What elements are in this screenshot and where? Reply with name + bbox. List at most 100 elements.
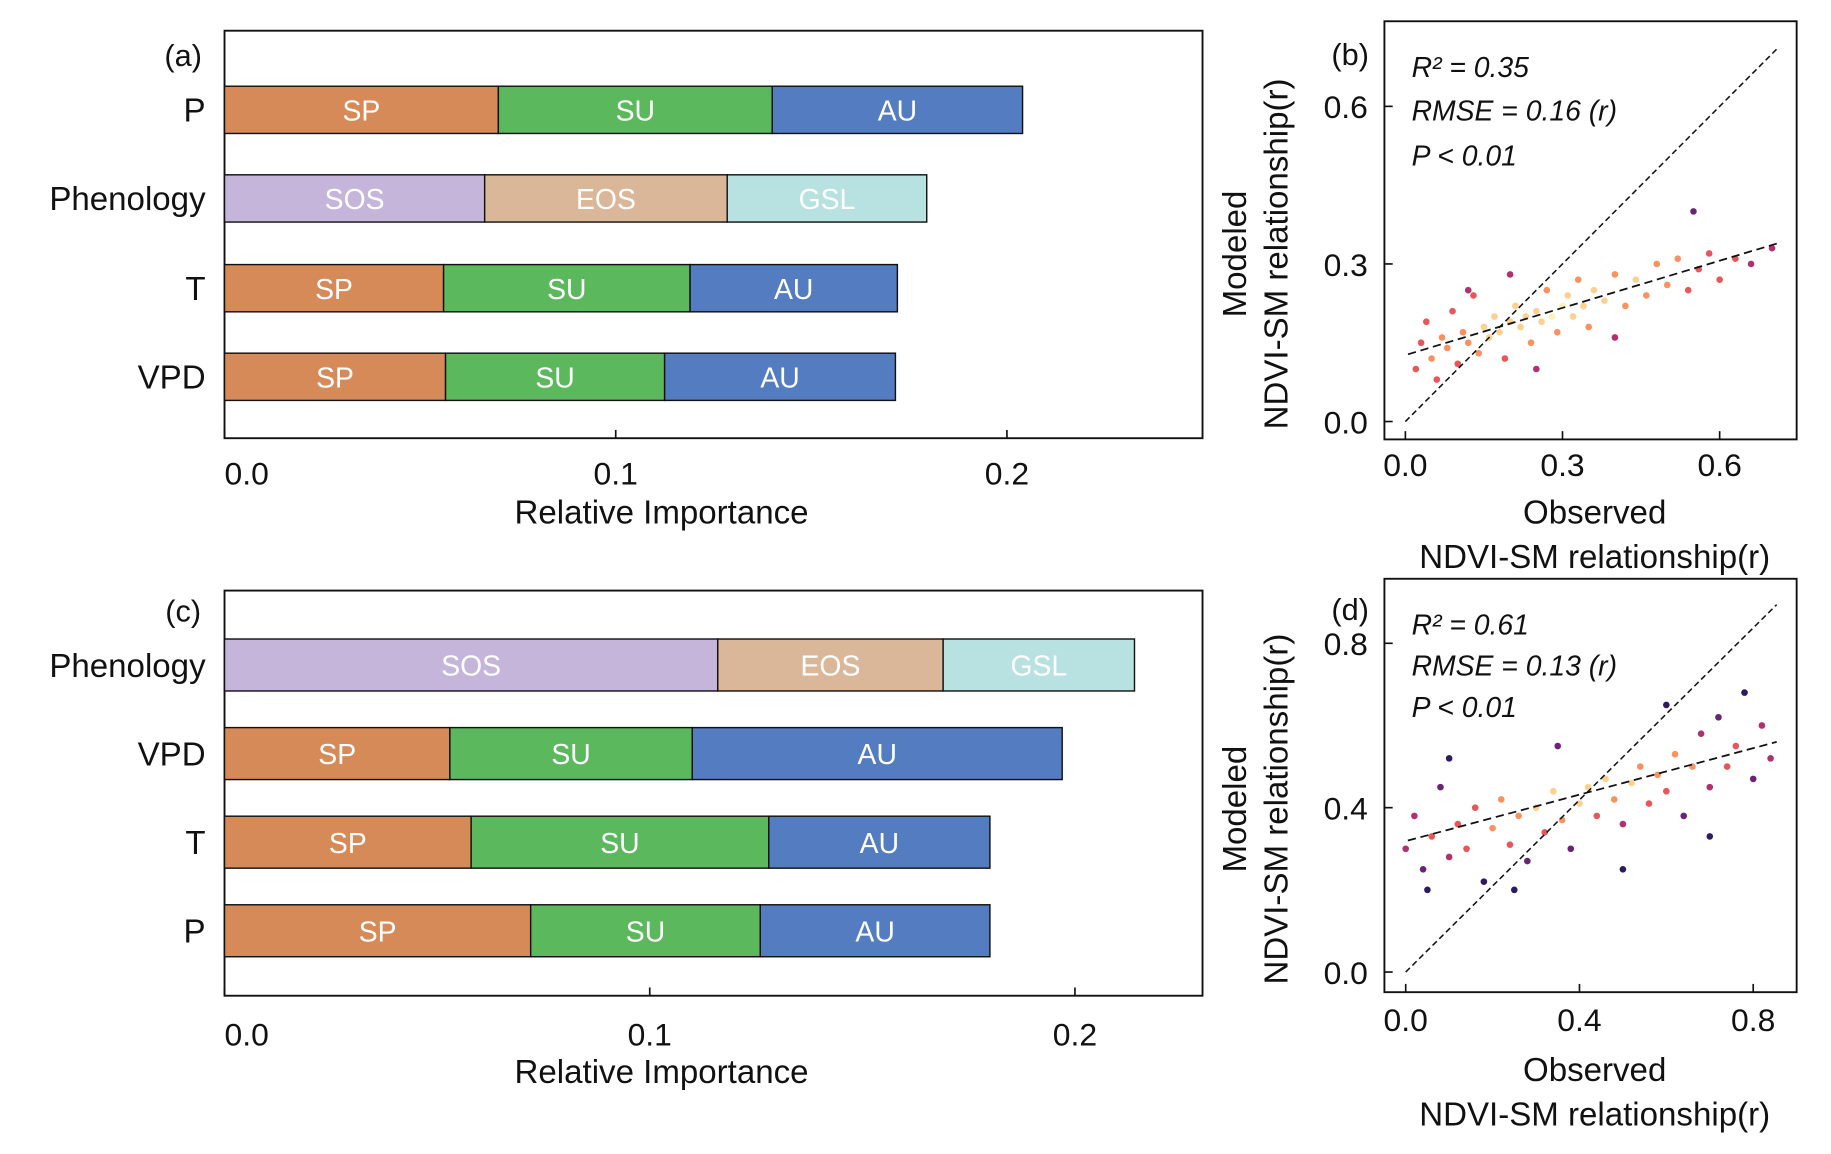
segment-label: SP	[329, 828, 367, 860]
scatter-point	[1424, 886, 1431, 894]
category-label: P	[184, 93, 206, 130]
scatter-point	[1706, 783, 1714, 791]
scatter-point	[1680, 812, 1688, 820]
category-label: T	[185, 271, 205, 308]
scatter-point	[1636, 763, 1644, 770]
scatter-point	[1506, 841, 1514, 848]
scatter-point	[1645, 800, 1653, 807]
x-axis-label: Relative Importance	[515, 494, 809, 531]
x-tick-label: 0.1	[628, 1016, 672, 1052]
scatter-point	[1622, 302, 1629, 310]
scatter-point	[1567, 845, 1575, 853]
scatter-point	[1548, 313, 1556, 320]
panel-label: (c)	[165, 593, 201, 628]
scatter-point	[1428, 355, 1435, 362]
scatter-point	[1402, 845, 1410, 853]
segment-label: SU	[535, 362, 574, 394]
stat-r2: R² = 0.35	[1412, 52, 1530, 84]
scatter-point	[1412, 365, 1420, 373]
scatter-point	[1443, 344, 1451, 352]
category-label: Phenology	[49, 181, 206, 218]
scatter-point	[1590, 286, 1598, 294]
scatter-point	[1449, 307, 1456, 315]
scatter-point	[1411, 812, 1418, 820]
scatter-point	[1533, 307, 1540, 315]
panel-label: (d)	[1331, 592, 1369, 627]
scatter-point	[1674, 255, 1682, 263]
plot-frame	[1383, 20, 1798, 441]
scatter-point	[1541, 829, 1549, 836]
x-tick-label: 0.0	[1384, 1002, 1428, 1038]
scatter-point	[1602, 775, 1609, 783]
panel-b: (b) 0.0 0.3 0.6 0.0 0.3 0.6 Observed NDVI-SM rel…	[1217, 20, 1798, 576]
plot-frame	[1383, 577, 1798, 994]
stat-p: P < 0.01	[1412, 692, 1517, 724]
scatter-point	[1497, 796, 1505, 803]
segment-label: SP	[343, 95, 381, 127]
scatter-point	[1445, 853, 1453, 861]
x-axis-label: NDVI-SM relationship(r)	[1419, 1097, 1770, 1134]
scatter-point	[1419, 866, 1427, 873]
scatter-point	[1489, 824, 1496, 832]
bar-segment-su	[470, 815, 770, 869]
scatter-point	[1433, 376, 1441, 383]
bar-segment-gsl	[942, 638, 1136, 692]
scatter-point	[1697, 730, 1705, 738]
scatter-point	[1569, 313, 1577, 320]
scatter-point	[1580, 302, 1587, 310]
scatter-point	[1480, 323, 1488, 331]
segment-label: SP	[359, 916, 397, 948]
y-axis-label: NDVI-SM relationship(r)	[1259, 634, 1296, 985]
regression-fit-line	[1407, 242, 1780, 356]
y-tick-label: 0.4	[1324, 790, 1368, 826]
segment-label: SP	[316, 362, 354, 394]
scatter-point	[1475, 349, 1483, 357]
scatter-point	[1533, 365, 1540, 373]
scatter-point	[1428, 833, 1436, 840]
scatter-point	[1564, 292, 1572, 299]
bar-segment-sos	[223, 638, 719, 692]
scatter-point	[1749, 775, 1757, 783]
scatter-point	[1705, 250, 1713, 257]
segment-label: AU	[760, 362, 799, 394]
scatter-point	[1454, 360, 1462, 368]
x-tick-label: 0.3	[1540, 447, 1584, 483]
bar-segment-su	[497, 85, 773, 135]
scatter-point	[1610, 796, 1618, 803]
panel-d: (d) 0.0 0.4 0.8 0.0 0.4 0.8 Observed NDVI-SM rel…	[1217, 577, 1798, 1134]
segment-label: SU	[551, 739, 590, 771]
scatter-point	[1767, 755, 1774, 762]
category-label: VPD	[138, 360, 206, 397]
segment-label: AU	[855, 916, 894, 948]
scatter-point	[1611, 334, 1619, 341]
panel-label: (b)	[1331, 37, 1369, 72]
segment-label: SU	[547, 274, 586, 306]
scatter-point	[1480, 878, 1488, 885]
scatter-point	[1741, 689, 1748, 696]
scatter-point	[1417, 339, 1425, 347]
category-label: Phenology	[49, 648, 206, 685]
x-tick-label: 0.2	[985, 455, 1029, 491]
segment-label: AU	[878, 95, 917, 127]
x-axis-label: NDVI-SM relationship(r)	[1419, 539, 1770, 576]
scatter-point	[1515, 812, 1522, 820]
scatter-point	[1716, 276, 1723, 284]
scatter-point	[1512, 302, 1519, 310]
regression-fit-line	[1407, 741, 1777, 842]
category-label: P	[184, 914, 206, 951]
segment-label: SU	[616, 95, 655, 127]
category-label: VPD	[138, 736, 206, 773]
y-tick-label: 0.6	[1324, 89, 1368, 125]
scatter-point	[1438, 334, 1446, 341]
x-tick-label: 0.8	[1731, 1002, 1775, 1038]
segment-label: GSL	[799, 184, 856, 216]
segment-label: AU	[858, 739, 897, 771]
segment-label: SU	[626, 916, 665, 948]
scatter-point	[1619, 866, 1627, 873]
y-tick-label: 0.8	[1324, 626, 1368, 662]
bar-segment-au	[691, 726, 1063, 781]
scatter-point	[1553, 328, 1561, 336]
stat-p: P < 0.01	[1412, 140, 1517, 172]
bar-segment-su	[444, 352, 666, 402]
